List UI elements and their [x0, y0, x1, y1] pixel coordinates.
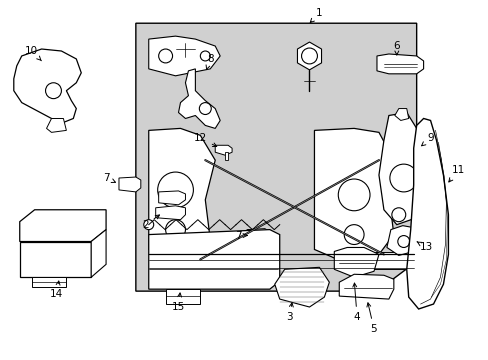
- Polygon shape: [20, 210, 106, 242]
- Polygon shape: [148, 36, 220, 76]
- Polygon shape: [148, 252, 195, 269]
- Polygon shape: [178, 69, 220, 129]
- Text: 12: 12: [193, 133, 216, 147]
- Text: 1: 1: [309, 8, 322, 22]
- Polygon shape: [246, 229, 269, 243]
- Text: 3: 3: [286, 303, 293, 322]
- Polygon shape: [136, 23, 416, 291]
- Circle shape: [391, 208, 405, 222]
- Text: 6: 6: [393, 41, 399, 55]
- Text: 2: 2: [142, 215, 159, 230]
- Circle shape: [158, 49, 172, 63]
- Polygon shape: [339, 274, 393, 299]
- Text: 4: 4: [352, 283, 360, 322]
- Polygon shape: [148, 230, 279, 289]
- Text: 15: 15: [172, 293, 185, 312]
- Polygon shape: [91, 230, 106, 277]
- Circle shape: [157, 172, 193, 208]
- Text: 13: 13: [416, 242, 432, 252]
- Text: 8: 8: [205, 54, 213, 69]
- Circle shape: [301, 48, 317, 64]
- Polygon shape: [224, 152, 228, 160]
- Text: 7: 7: [102, 173, 115, 183]
- Polygon shape: [297, 42, 321, 70]
- Circle shape: [143, 220, 153, 230]
- Polygon shape: [119, 177, 141, 192]
- Circle shape: [45, 83, 61, 99]
- Circle shape: [338, 179, 369, 211]
- Circle shape: [199, 103, 211, 114]
- Circle shape: [344, 225, 364, 244]
- Polygon shape: [358, 252, 413, 269]
- Text: 11: 11: [448, 165, 464, 182]
- Polygon shape: [406, 118, 447, 309]
- Circle shape: [200, 51, 210, 61]
- Polygon shape: [314, 129, 393, 264]
- Polygon shape: [386, 226, 418, 255]
- Polygon shape: [20, 242, 91, 277]
- Circle shape: [389, 164, 417, 192]
- Text: 5: 5: [366, 303, 377, 334]
- Text: 9: 9: [421, 133, 433, 146]
- Text: 7: 7: [234, 230, 246, 240]
- Polygon shape: [215, 145, 232, 155]
- Polygon shape: [394, 109, 408, 121]
- Polygon shape: [274, 267, 328, 307]
- Polygon shape: [376, 54, 423, 74]
- Text: 14: 14: [50, 281, 63, 299]
- Circle shape: [397, 235, 409, 247]
- Polygon shape: [46, 118, 66, 132]
- Polygon shape: [165, 289, 200, 304]
- Polygon shape: [334, 247, 378, 277]
- Polygon shape: [155, 206, 185, 220]
- Text: 10: 10: [25, 46, 41, 61]
- Polygon shape: [158, 191, 185, 205]
- Circle shape: [165, 220, 185, 239]
- Polygon shape: [148, 129, 215, 264]
- Polygon shape: [32, 277, 66, 287]
- Polygon shape: [378, 113, 426, 225]
- Polygon shape: [14, 49, 81, 122]
